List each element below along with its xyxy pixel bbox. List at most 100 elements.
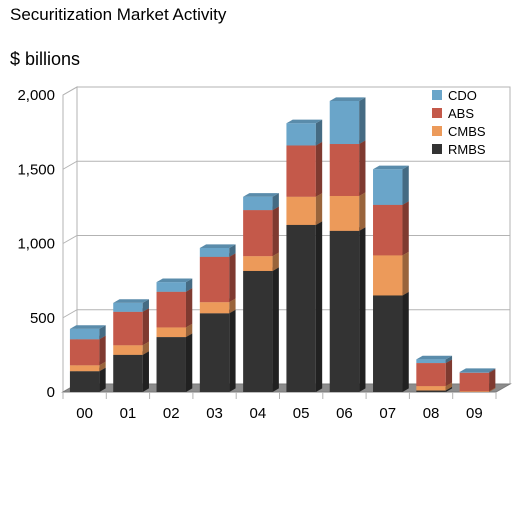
bar-side (99, 361, 106, 372)
bar-front (199, 302, 230, 314)
bar-front (156, 291, 186, 328)
bar-front (199, 313, 230, 392)
bar-side (315, 221, 323, 392)
bar-side (359, 227, 366, 392)
bar-side (445, 359, 453, 387)
bar-segment (243, 206, 279, 257)
bar-front (243, 256, 273, 271)
x-tick-label: 05 (293, 405, 310, 422)
bar-front (69, 365, 100, 372)
legend-label: RMBS (448, 142, 486, 157)
bar-segment (459, 368, 496, 373)
y-tick-label: 1,000 (17, 236, 55, 253)
gridline (62, 235, 510, 244)
legend-swatch (432, 144, 442, 154)
x-tick-label: 07 (379, 405, 396, 422)
bar-side (229, 309, 236, 392)
y-tick-label: 2,000 (17, 87, 55, 104)
bar-front (459, 372, 490, 392)
bar-front (373, 255, 403, 296)
bar-segment (373, 165, 409, 205)
bar-top (373, 165, 409, 170)
bar-front (113, 302, 143, 312)
bar-front (69, 339, 100, 366)
bar-segment (286, 141, 323, 197)
bar-side (402, 201, 409, 256)
bar-side (142, 351, 149, 392)
bar-side (445, 382, 453, 391)
bar-side (185, 288, 193, 328)
x-tick-label: 01 (120, 405, 137, 422)
bar-side (359, 97, 366, 145)
y-tick-label: 500 (30, 310, 55, 327)
gridline (62, 86, 510, 96)
bar-front (416, 363, 446, 387)
bar-side (142, 299, 149, 312)
bar-side (489, 387, 496, 392)
bar-side (272, 193, 279, 211)
x-tick-label: 02 (163, 405, 180, 422)
bar-top (199, 244, 236, 248)
bar-segment (373, 201, 409, 256)
y-tick-label: 0 (47, 384, 55, 401)
bar-front (416, 390, 446, 392)
bar-front (286, 123, 316, 146)
bar-side (272, 206, 279, 257)
bar-segment (69, 367, 106, 392)
x-tick-label: 03 (206, 405, 223, 422)
bar-side (142, 341, 149, 355)
bar-front (156, 337, 186, 392)
bar-segment (286, 221, 323, 392)
bar-front (373, 169, 403, 205)
bar-front (199, 256, 230, 303)
bar-front (286, 145, 316, 197)
bar-front (416, 359, 446, 364)
bar-front (286, 196, 316, 225)
bar-front (459, 371, 490, 373)
bar-segment (69, 335, 106, 366)
chart-title: Securitization Market Activity (10, 5, 227, 24)
bar-segment (199, 253, 236, 303)
x-tick-label: 09 (466, 405, 483, 422)
gridline (62, 309, 510, 319)
bar-segment (243, 193, 279, 211)
bar-side (185, 333, 193, 392)
bar-side (359, 192, 366, 231)
bar-side (445, 355, 453, 364)
x-tick-label: 08 (423, 405, 440, 422)
bar-front (243, 270, 273, 392)
bar-side (489, 369, 496, 392)
bar-side (359, 140, 366, 196)
x-tick-label: 04 (250, 405, 267, 422)
bar-side (99, 325, 106, 340)
bar-top (459, 368, 496, 372)
y-tick-label: 1,500 (17, 161, 55, 178)
bar-segment (199, 244, 236, 257)
bar-segment (329, 97, 366, 145)
bar-side (445, 386, 453, 392)
bar-segment (329, 192, 366, 231)
bar-side (229, 244, 236, 257)
bar-segment (113, 308, 149, 346)
bar-front (286, 224, 316, 392)
bar-top (243, 193, 279, 197)
bar-top (416, 355, 453, 360)
bar-segment (156, 333, 193, 392)
bar-front (373, 295, 403, 392)
bar-side (402, 251, 409, 296)
bar-segment (416, 355, 453, 364)
legend-label: CMBS (448, 124, 486, 139)
bar-segment (113, 351, 149, 392)
bar-segment (113, 299, 149, 312)
unit-label: $ billions (10, 49, 81, 69)
bar-side (315, 141, 323, 197)
legend-label: CDO (448, 88, 477, 103)
bar-top (286, 119, 323, 124)
bar-front (113, 345, 143, 355)
bar-front (416, 386, 446, 391)
bar-front (373, 204, 403, 256)
bar-side (272, 252, 279, 271)
gridline (62, 160, 510, 170)
bar-side (142, 308, 149, 346)
